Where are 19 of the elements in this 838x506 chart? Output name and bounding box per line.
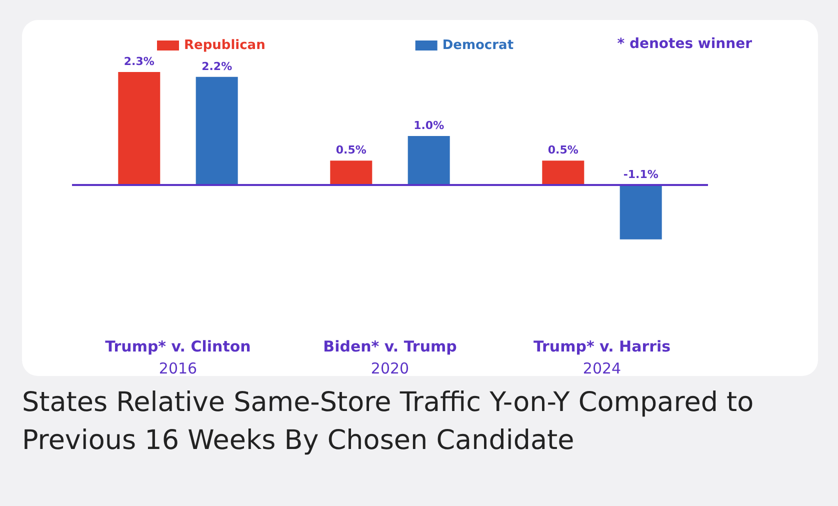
x-tick-label: Trump* v. Clinton 2016 bbox=[105, 338, 251, 378]
bar bbox=[408, 136, 450, 186]
bar bbox=[196, 76, 238, 186]
data-label: -1.1% bbox=[623, 168, 658, 182]
bar bbox=[620, 185, 662, 240]
data-label: 1.0% bbox=[414, 118, 444, 132]
bar bbox=[542, 160, 584, 186]
x-tick-label: Trump* v. Harris 2024 bbox=[533, 338, 671, 378]
text: States Relative Same-Store Traffic Y-on-Y Compared to Previous 16 Weeks By Chosen Candidate bbox=[22, 386, 755, 458]
data-label: 0.5% bbox=[548, 144, 578, 157]
data-label: 2.3% bbox=[124, 55, 154, 68]
bar bbox=[118, 72, 160, 186]
data-label: 2.2% bbox=[202, 60, 232, 73]
text: * denotes winner bbox=[617, 36, 752, 52]
bar bbox=[330, 160, 372, 186]
x-tick-label: Biden* v. Trump 2020 bbox=[323, 338, 458, 378]
legend-label: Democrat bbox=[442, 38, 514, 53]
legend-label: Republican bbox=[184, 38, 266, 53]
data-label: 0.5% bbox=[336, 144, 366, 157]
